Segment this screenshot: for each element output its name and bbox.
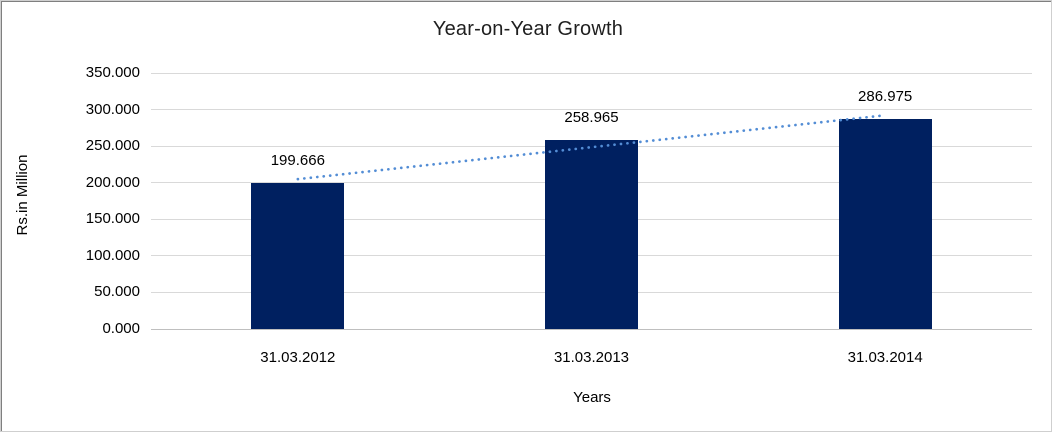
- y-tick-label: 200.000: [85, 173, 140, 191]
- y-axis-title: Rs.in Million: [14, 154, 31, 236]
- y-tick-label: 100.000: [85, 246, 140, 264]
- y-tick-label: 50.000: [94, 283, 140, 301]
- bar-data-label: 199.666: [270, 151, 325, 169]
- gridline: [151, 72, 1032, 74]
- x-axis-line: [151, 328, 1032, 330]
- bar-data-label: 258.965: [564, 108, 619, 126]
- y-tick-label: 300.000: [85, 100, 140, 118]
- bar-data-label: 286.975: [858, 88, 913, 106]
- bar: [251, 182, 345, 329]
- y-tick-label: 0.000: [102, 320, 140, 337]
- x-tick-label: 31.03.2013: [553, 349, 630, 366]
- x-tick-label: 31.03.2012: [260, 349, 336, 366]
- y-tick-label: 150.000: [85, 210, 140, 228]
- y-tick-label: 250.000: [85, 137, 140, 155]
- chart-title: Year-on-Year Growth: [432, 18, 624, 40]
- bar: [838, 119, 932, 329]
- gridline: [151, 109, 1032, 111]
- x-tick-label: 31.03.2014: [847, 349, 923, 366]
- y-tick-label: 350.000: [85, 64, 140, 81]
- x-axis-title: Years: [573, 389, 611, 406]
- bar: [545, 139, 638, 329]
